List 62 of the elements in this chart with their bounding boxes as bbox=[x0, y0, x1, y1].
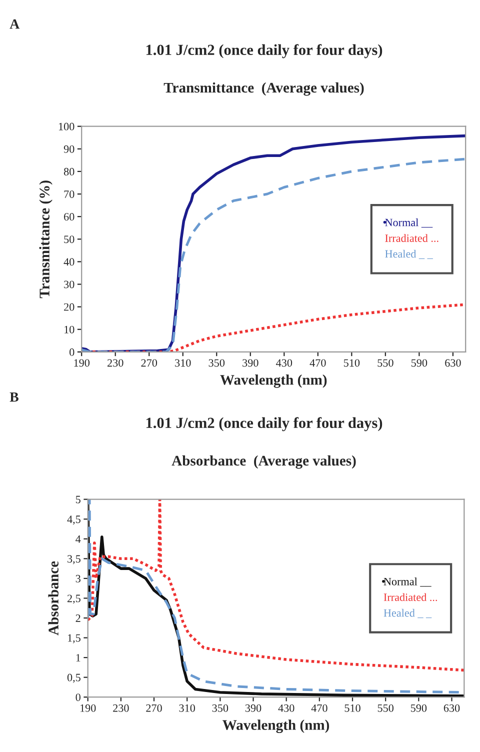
text: B bbox=[10, 392, 18, 402]
y-tick-label: 2 bbox=[76, 614, 80, 622]
y-tick-label: 50 bbox=[64, 236, 74, 244]
y-tick-label: 20 bbox=[64, 303, 74, 311]
chart-subtitle: Absorbance (Average values) bbox=[172, 455, 356, 469]
y-tick-label: 40 bbox=[64, 258, 74, 266]
y-tick-label: 80 bbox=[64, 168, 74, 176]
x-tick-label: 430 bbox=[276, 359, 292, 367]
y-axis-title: Absorbance bbox=[48, 561, 58, 636]
y-tick-label: 4 bbox=[76, 535, 81, 543]
x-tick-label: 230 bbox=[113, 704, 129, 712]
x-tick-label: 190 bbox=[74, 359, 90, 367]
x-tick-label: 630 bbox=[444, 704, 460, 712]
y-tick-label: 4,5 bbox=[67, 516, 80, 525]
text: A bbox=[10, 19, 20, 29]
y-tick-label: 3 bbox=[76, 574, 80, 582]
x-tick-label: 470 bbox=[311, 704, 328, 712]
x-tick-label: 270 bbox=[146, 704, 162, 712]
y-tick-label: 70 bbox=[64, 190, 74, 198]
chart-title: 1.01 J/cm2 (once daily for four days) bbox=[146, 44, 382, 58]
x-tick-label: 350 bbox=[208, 359, 225, 367]
y-tick-label: 3,5 bbox=[68, 555, 80, 564]
legend-label: Normal __ bbox=[384, 578, 432, 587]
y-tick-label: 30 bbox=[64, 280, 74, 288]
y-tick-label: 60 bbox=[64, 213, 74, 221]
y-tick-label: 0,5 bbox=[67, 674, 80, 683]
x-tick-label: 590 bbox=[410, 704, 427, 712]
x-axis-title: Wavelength (nm) bbox=[220, 374, 327, 388]
x-tick-label: 470 bbox=[310, 359, 326, 367]
text: Irradiated ... bbox=[385, 234, 438, 242]
text: Healed _ _ bbox=[385, 250, 433, 259]
x-tick-label: 590 bbox=[411, 359, 428, 367]
legend-label: Normal __ bbox=[385, 218, 433, 228]
y-tick-label: 2,5 bbox=[67, 594, 80, 604]
x-tick-label: 310 bbox=[175, 359, 191, 367]
y-tick-label: 1 bbox=[76, 654, 80, 662]
y-tick-label: 1,5 bbox=[68, 634, 80, 644]
x-tick-label: 630 bbox=[445, 359, 461, 367]
y-tick-label: 90 bbox=[64, 145, 74, 153]
x-tick-label: 230 bbox=[108, 359, 124, 367]
x-tick-label: 430 bbox=[278, 704, 294, 712]
y-tick-label: 0 bbox=[70, 348, 74, 356]
x-tick-label: 390 bbox=[245, 704, 262, 712]
x-tick-label: 310 bbox=[179, 704, 195, 712]
y-tick-label: 0 bbox=[76, 694, 80, 702]
text: Irradiated ... bbox=[384, 593, 438, 602]
chart-title: 1.01 J/cm2 (once daily for four days) bbox=[146, 417, 382, 432]
x-tick-label: 510 bbox=[344, 359, 360, 367]
x-tick-label: 390 bbox=[242, 359, 258, 367]
text: Healed _ _ bbox=[384, 608, 432, 618]
y-tick-label: 5 bbox=[76, 496, 80, 504]
chart-subtitle: Transmittance (Average values) bbox=[164, 82, 364, 96]
x-tick-label: 270 bbox=[141, 359, 158, 367]
x-tick-label: 510 bbox=[344, 704, 360, 712]
y-tick-label: 10 bbox=[64, 326, 74, 334]
y-axis-title: Transmittance (%) bbox=[39, 180, 52, 298]
x-tick-label: 190 bbox=[80, 704, 96, 712]
y-tick-label: 100 bbox=[58, 122, 74, 130]
x-axis-title: Wavelength (nm) bbox=[222, 720, 330, 734]
x-tick-label: 550 bbox=[378, 704, 394, 712]
x-tick-label: 350 bbox=[212, 704, 228, 712]
x-tick-label: 550 bbox=[378, 359, 394, 367]
